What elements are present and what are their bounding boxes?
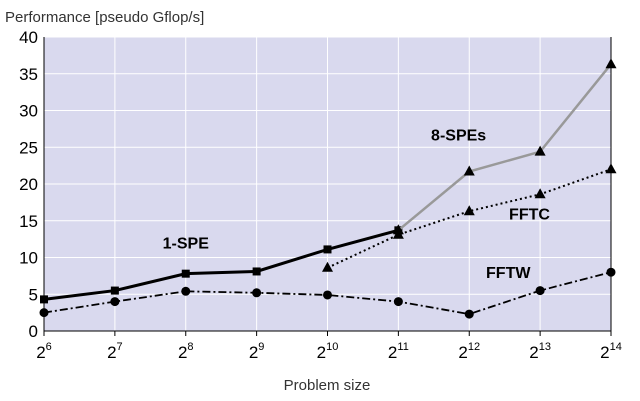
x-axis-title: Problem size [284,377,371,394]
series-label-1-spe: 1-SPE [163,236,210,253]
x-tick-label: 29 [249,341,265,362]
point-fftw [252,288,262,298]
point-fftw [323,290,332,300]
point-8-spes [534,145,546,156]
y-tick-label: 0 [29,322,38,341]
x-tick-label: 212 [458,341,480,362]
y-tick-label: 5 [29,285,38,304]
series-line-1-spe [43,228,399,301]
series-line-8-spes [397,63,612,232]
y-tick-label: 35 [19,65,38,84]
point-fftw [464,309,474,319]
axes: 0 5 10 15 20 25 30 35 40 26 27 28 29 210 211 212 213 214 [19,28,622,362]
series-line-fftc [327,168,612,269]
y-tick-label: 40 [19,28,38,47]
series-label-fftw: FFTW [486,265,531,282]
point-fftw [110,297,120,307]
x-tick-label: 210 [317,341,339,362]
x-tick-label: 26 [36,341,52,362]
x-tick-label: 213 [529,341,551,362]
point-fftc [605,163,617,174]
y-tick-label: 15 [19,212,38,231]
point-fftw [39,308,49,318]
y-tick-label: 10 [19,249,38,268]
x-tick-label: 214 [600,341,622,362]
point-1-spe [323,245,332,254]
series-label-fftc: FFTC [509,206,550,223]
y-tick-label: 20 [19,175,38,194]
x-tick-label: 27 [107,341,123,362]
x-tick-label: 28 [178,341,194,362]
series-group [39,58,617,319]
point-fftw [606,267,616,277]
point-fftc [534,188,546,199]
point-8-spes [605,58,617,69]
point-fftc [463,205,475,216]
point-fftw [535,286,545,296]
point-1-spe [252,267,261,276]
grid-lines [44,36,611,331]
series-label-8-spes: 8-SPEs [431,128,486,145]
point-1-spe [110,286,119,295]
point-fftw [181,286,191,296]
point-fftw [393,297,403,307]
x-tick-label: 211 [388,341,409,362]
y-tick-label: 30 [19,102,38,121]
point-8-spes [463,165,475,176]
point-1-spe [181,269,190,278]
point-1-spe [40,295,48,304]
point-fftc [392,228,404,239]
y-tick-label: 25 [19,138,38,157]
point-fftc [322,261,333,272]
series-labels: 1-SPE 8-SPEs FFTC FFTW [163,128,551,282]
y-axis-title: Performance [pseudo Gflop/s] [5,9,204,26]
